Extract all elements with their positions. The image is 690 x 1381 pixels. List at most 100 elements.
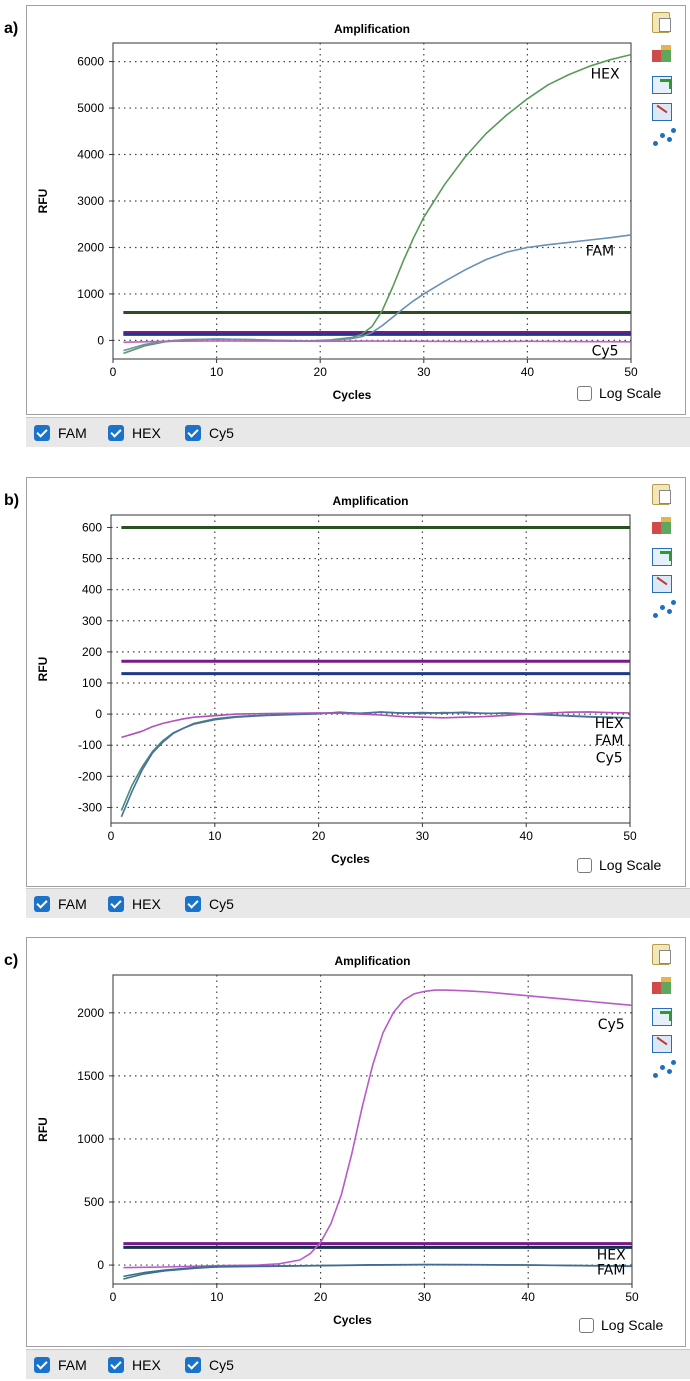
graph-icon[interactable] bbox=[652, 1059, 676, 1081]
curve-label-cy5: Cy5 bbox=[596, 750, 623, 766]
legend-label: HEX bbox=[132, 896, 161, 912]
log-scale-toggle-c[interactable]: Log Scale bbox=[579, 1317, 663, 1333]
curve-label-cy5: Cy5 bbox=[598, 1017, 625, 1033]
export-icon[interactable] bbox=[652, 76, 672, 94]
legend-fam[interactable]: FAM bbox=[34, 424, 87, 442]
curve-label-fam: FAM bbox=[595, 733, 623, 749]
x-tick-label: 40 bbox=[520, 829, 534, 843]
series-line-cy5 bbox=[121, 711, 630, 739]
legend-label: Cy5 bbox=[209, 896, 234, 912]
checkbox-icon[interactable] bbox=[34, 1357, 50, 1373]
legend-cy5[interactable]: Cy5 bbox=[185, 424, 234, 442]
legend-fam[interactable]: FAM bbox=[34, 1356, 87, 1374]
chart-title: Amplification bbox=[334, 22, 410, 36]
series-line-fam bbox=[123, 1263, 632, 1278]
graph-icon[interactable] bbox=[652, 599, 676, 621]
y-tick-label: 2000 bbox=[77, 1006, 104, 1020]
clipboard-icon[interactable] bbox=[652, 12, 671, 33]
legend-cy5[interactable]: Cy5 bbox=[185, 1356, 234, 1374]
y-tick-label: -200 bbox=[78, 769, 102, 783]
y-tick-label: 600 bbox=[82, 520, 102, 534]
y-tick-label: 5000 bbox=[77, 101, 104, 115]
x-tick-label: 30 bbox=[418, 1290, 432, 1304]
checkbox-icon[interactable] bbox=[185, 896, 201, 912]
checkbox-icon[interactable] bbox=[108, 1357, 124, 1373]
log-scale-checkbox[interactable] bbox=[577, 857, 592, 873]
legend-label: HEX bbox=[132, 1357, 161, 1373]
plot-area bbox=[112, 974, 633, 1285]
y-tick-label: -100 bbox=[78, 738, 102, 752]
x-tick-label: 50 bbox=[623, 829, 637, 843]
y-tick-label: 6000 bbox=[77, 55, 104, 69]
image-icon[interactable] bbox=[652, 575, 672, 593]
curve-label-hex: HEX bbox=[595, 716, 624, 732]
checkbox-icon[interactable] bbox=[185, 425, 201, 441]
clipboard-icon[interactable] bbox=[652, 484, 671, 505]
y-tick-label: 4000 bbox=[77, 148, 104, 162]
image-icon[interactable] bbox=[652, 1035, 672, 1053]
toolbar-b bbox=[652, 484, 678, 630]
log-scale-checkbox[interactable] bbox=[577, 385, 592, 401]
y-tick-label: 2000 bbox=[77, 240, 104, 254]
checkbox-icon[interactable] bbox=[108, 896, 124, 912]
clipboard-icon[interactable] bbox=[652, 944, 671, 965]
legend-label: Cy5 bbox=[209, 1357, 234, 1373]
legend-bar-a: FAM HEX Cy5 bbox=[26, 417, 690, 447]
y-tick-label: 500 bbox=[82, 552, 102, 566]
log-scale-toggle-b[interactable]: Log Scale bbox=[577, 857, 661, 873]
x-tick-label: 10 bbox=[210, 1290, 224, 1304]
checkbox-icon[interactable] bbox=[34, 896, 50, 912]
x-axis-label: Cycles bbox=[331, 852, 370, 866]
x-tick-label: 20 bbox=[314, 365, 328, 379]
x-tick-label: 50 bbox=[624, 365, 638, 379]
legend-label: HEX bbox=[132, 425, 161, 441]
legend-label: Cy5 bbox=[209, 425, 234, 441]
panel-a-letter: a) bbox=[4, 20, 19, 37]
legend-label: FAM bbox=[58, 896, 87, 912]
log-scale-label: Log Scale bbox=[599, 857, 662, 873]
panel-c-letter: c) bbox=[4, 952, 19, 969]
y-axis-label: RFU bbox=[36, 189, 50, 214]
plot-area bbox=[110, 514, 631, 824]
y-tick-label: 1500 bbox=[77, 1069, 104, 1083]
legend-hex[interactable]: HEX bbox=[108, 424, 161, 442]
export-icon[interactable] bbox=[652, 548, 672, 566]
log-scale-toggle-a[interactable]: Log Scale bbox=[577, 385, 661, 401]
checkbox-icon[interactable] bbox=[108, 425, 124, 441]
checkbox-icon[interactable] bbox=[185, 1357, 201, 1373]
series-line-cy5 bbox=[123, 340, 631, 344]
chart-frame-c: Amplification 0 10 20 30 40 50 0 500 1000 1500 2000… bbox=[26, 937, 686, 1347]
x-tick-label: 20 bbox=[314, 1290, 328, 1304]
legend-hex[interactable]: HEX bbox=[108, 1356, 161, 1374]
chart-title: Amplification bbox=[334, 954, 410, 968]
checkbox-icon[interactable] bbox=[34, 425, 50, 441]
modules-icon[interactable] bbox=[652, 514, 674, 536]
log-scale-label: Log Scale bbox=[601, 1317, 664, 1333]
curve-label-hex: HEX bbox=[597, 1247, 626, 1263]
legend-label: FAM bbox=[58, 425, 87, 441]
y-tick-label: 200 bbox=[82, 645, 102, 659]
image-icon[interactable] bbox=[652, 103, 672, 121]
modules-icon[interactable] bbox=[652, 42, 674, 64]
log-scale-checkbox[interactable] bbox=[579, 1317, 594, 1333]
legend-label: FAM bbox=[58, 1357, 87, 1373]
x-tick-label: 10 bbox=[210, 365, 224, 379]
legend-fam[interactable]: FAM bbox=[34, 895, 87, 913]
y-tick-label: 0 bbox=[97, 333, 104, 347]
export-icon[interactable] bbox=[652, 1008, 672, 1026]
x-tick-label: 40 bbox=[522, 1290, 536, 1304]
curve-label-fam: FAM bbox=[597, 1263, 625, 1279]
x-tick-label: 50 bbox=[625, 1290, 639, 1304]
graph-icon[interactable] bbox=[652, 127, 676, 149]
x-tick-label: 30 bbox=[416, 829, 430, 843]
legend-cy5[interactable]: Cy5 bbox=[185, 895, 234, 913]
curve-label-hex: HEX bbox=[591, 66, 620, 82]
y-tick-label: 0 bbox=[97, 1258, 104, 1272]
series-line-fam bbox=[123, 234, 631, 352]
x-tick-label: 40 bbox=[521, 365, 535, 379]
y-tick-label: 400 bbox=[82, 583, 102, 597]
modules-icon[interactable] bbox=[652, 974, 674, 996]
legend-hex[interactable]: HEX bbox=[108, 895, 161, 913]
chart-frame-a: Amplification 0 10 20 30 40 50 0 1000 2000 3000 400… bbox=[26, 5, 686, 415]
